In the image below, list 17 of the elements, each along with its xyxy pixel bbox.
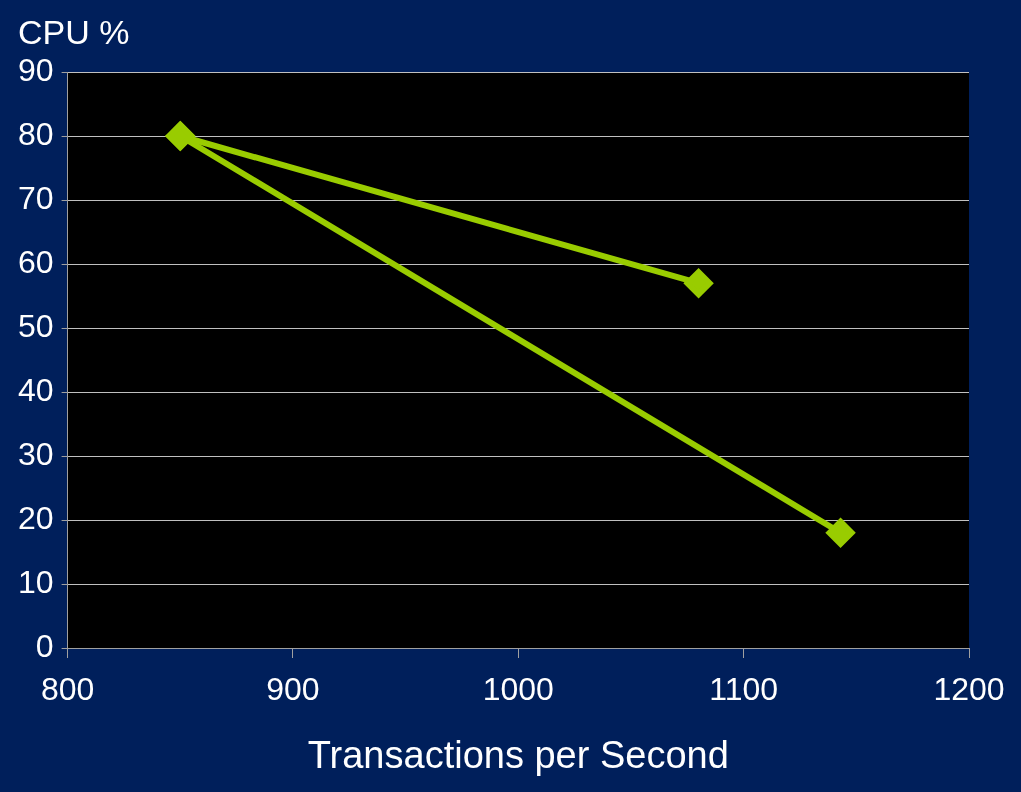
y-tick-label: 0 <box>35 627 54 664</box>
x-tick-label: 900 <box>266 671 320 708</box>
y-tick-label: 70 <box>18 179 54 216</box>
y-tick-label: 50 <box>18 307 54 344</box>
y-tick-label: 80 <box>18 115 54 152</box>
x-axis-title: Transactions per Second <box>307 733 729 776</box>
x-tick-label: 1200 <box>933 671 1005 708</box>
y-tick-label: 60 <box>18 243 54 280</box>
y-tick-label: 90 <box>18 51 54 88</box>
x-tick-label: 1000 <box>482 671 554 708</box>
x-tick-label: 1100 <box>709 671 779 708</box>
x-tick-label: 800 <box>40 671 95 708</box>
y-tick-label: 40 <box>18 371 54 408</box>
y-tick-label: 20 <box>18 499 54 536</box>
y-tick-label: 10 <box>18 563 54 600</box>
y-axis-title: CPU % <box>18 13 130 51</box>
y-tick-label: 30 <box>18 435 54 472</box>
